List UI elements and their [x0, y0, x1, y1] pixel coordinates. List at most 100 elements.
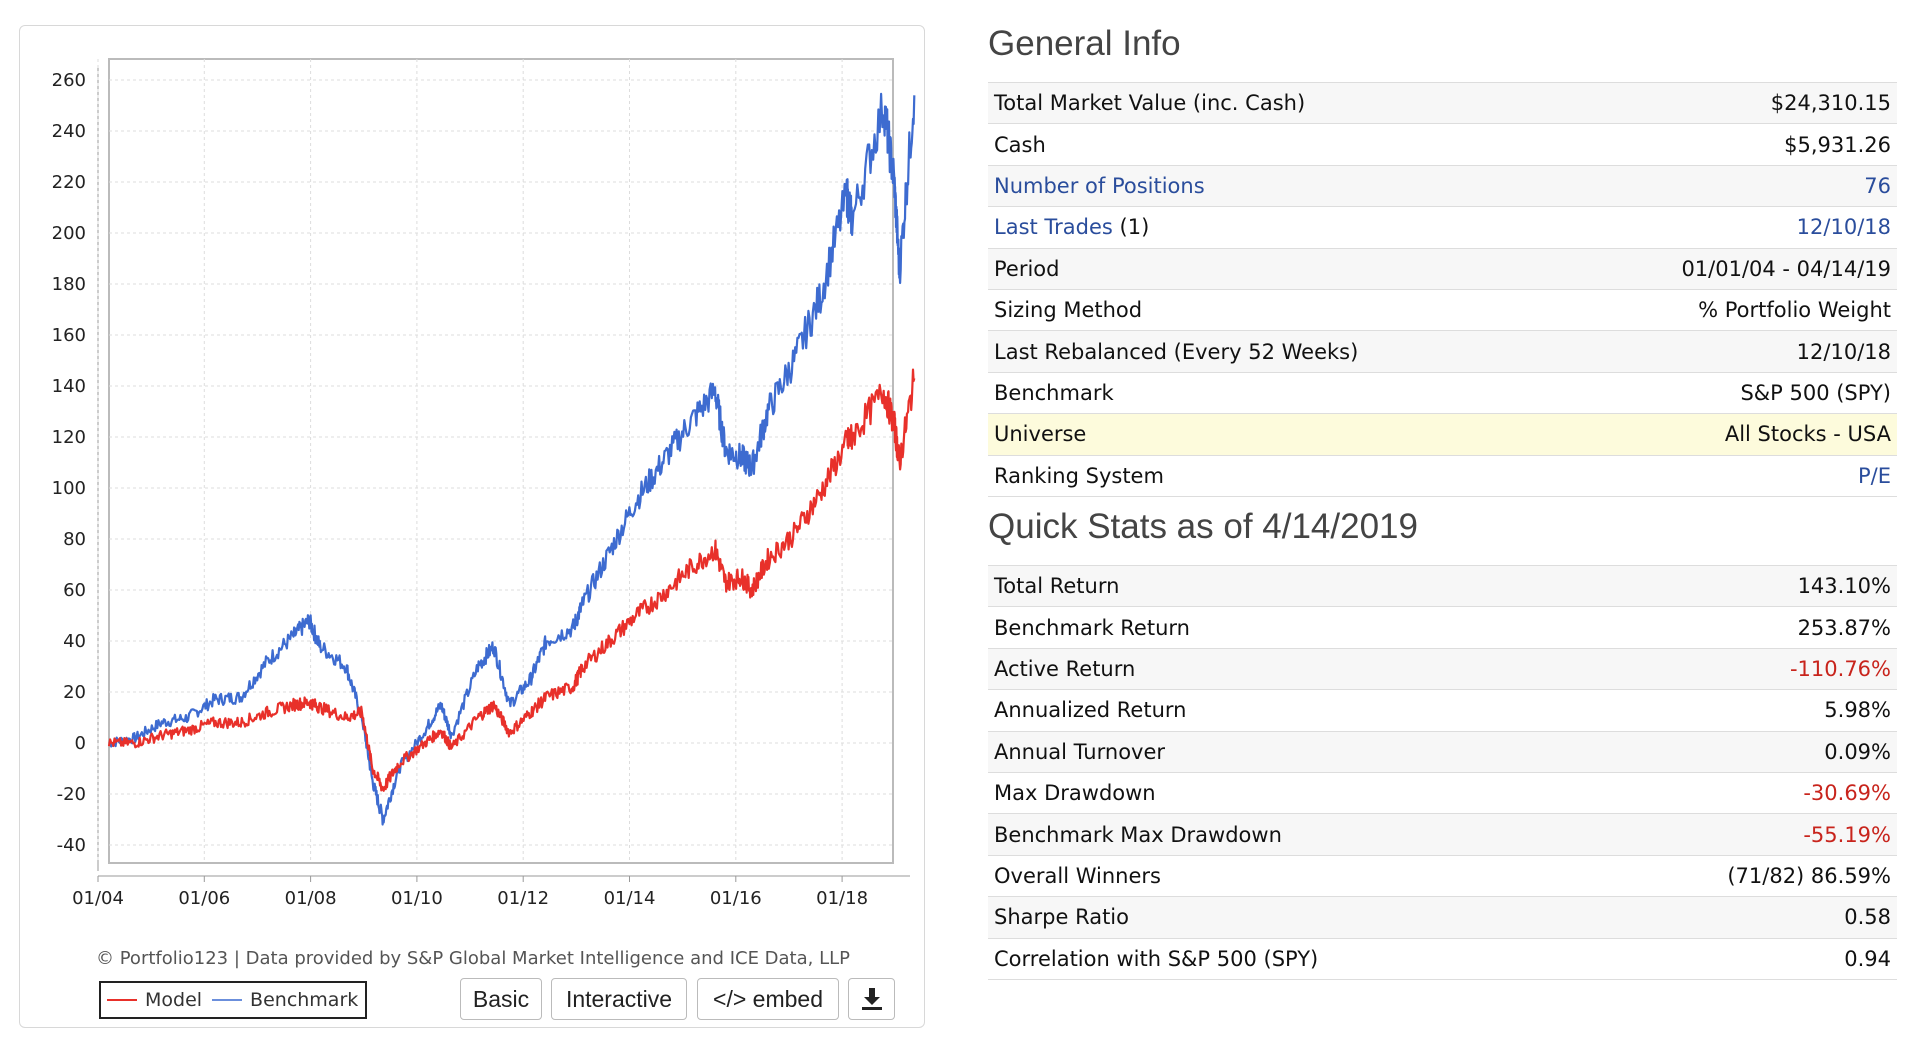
row-value[interactable]: 76 — [1560, 164, 1897, 208]
row-value: 0.58 — [1585, 896, 1897, 939]
row-label: Sharpe Ratio — [988, 896, 1586, 939]
table-row: Number of Positions 76 — [988, 164, 1897, 208]
table-row: Universe All Stocks - USA — [988, 413, 1897, 456]
row-label-suffix: (1) — [1112, 215, 1150, 240]
row-label-text: Cash — [994, 132, 1046, 157]
row-label: Benchmark Max Drawdown — [988, 813, 1586, 856]
row-label: Total Return — [988, 564, 1586, 608]
row-label: Universe — [988, 413, 1561, 456]
table-row: Sharpe Ratio 0.58 — [988, 896, 1897, 939]
table-row: Ranking System P/E — [988, 454, 1897, 497]
row-label: Max Drawdown — [988, 771, 1586, 815]
row-value[interactable]: 12/10/18 — [1560, 206, 1897, 249]
legend-benchmark-label: Benchmark — [250, 989, 359, 1011]
general-info-table: Total Market Value (inc. Cash) $24,310.15… — [988, 81, 1897, 497]
row-value: 5.98% — [1585, 689, 1897, 732]
table-row: Period 01/01/04 - 04/14/19 — [988, 247, 1897, 290]
row-value: S&P 500 (SPY) — [1560, 371, 1897, 415]
row-label-text: Last Rebalanced (Every 52 Weeks) — [994, 339, 1359, 364]
y-tick-label: 220 — [52, 172, 86, 193]
table-row: Max Drawdown -30.69% — [988, 771, 1897, 815]
row-value: 253.87% — [1585, 606, 1897, 649]
row-label-text: Max Drawdown — [994, 781, 1156, 806]
row-value: (71/82) 86.59% — [1585, 854, 1897, 898]
table-row: Active Return -110.76% — [988, 647, 1897, 691]
row-label[interactable]: Last Trades (1) — [988, 206, 1561, 249]
y-tick-label: 260 — [52, 70, 86, 91]
y-tick-label: 160 — [52, 325, 86, 346]
row-label: Period — [988, 247, 1561, 290]
row-label-text: Annual Turnover — [994, 739, 1166, 764]
row-value: $5,931.26 — [1560, 123, 1897, 166]
row-label: Total Market Value (inc. Cash) — [988, 81, 1561, 125]
row-label[interactable]: Number of Positions — [988, 164, 1561, 208]
row-label-text: Total Market Value (inc. Cash) — [994, 91, 1306, 116]
y-tick-label: -40 — [57, 835, 86, 856]
y-tick-label: 200 — [52, 223, 86, 244]
row-label-text: Sharpe Ratio — [994, 905, 1129, 930]
row-label: Benchmark Return — [988, 606, 1586, 649]
chart-panel: 260 240 220 200 180 160 140 120 100 80 60 40 20 0 -20-… — [19, 25, 925, 1028]
performance-chart: 260240220200180160140120100806040200-20-… — [52, 58, 916, 909]
row-label: Sizing Method — [988, 288, 1561, 332]
download-button[interactable] — [848, 978, 895, 1020]
quick-stats-table: Total Return 143.10% Benchmark Return 253.8… — [988, 564, 1897, 980]
table-row: Last Rebalanced (Every 52 Weeks) 12/10/18 — [988, 330, 1897, 373]
legend-benchmark: Benchmark — [212, 989, 358, 1011]
table-row: Annual Turnover 0.09% — [988, 730, 1897, 773]
x-tick-label: 01/10 — [391, 888, 443, 909]
row-label-text: Correlation with S&P 500 (SPY) — [994, 946, 1319, 971]
row-label-text: Annualized Return — [994, 698, 1187, 723]
embed-button[interactable]: </> embed — [697, 978, 839, 1020]
model-swatch — [107, 999, 137, 1001]
y-tick-label: 20 — [63, 682, 86, 703]
row-label-text: Benchmark Max Drawdown — [994, 822, 1282, 847]
row-label-text: Universe — [994, 422, 1087, 447]
y-tick-label: 0 — [75, 733, 86, 754]
row-label-text: Period — [994, 256, 1060, 281]
row-value[interactable]: P/E — [1560, 454, 1897, 497]
row-label: Active Return — [988, 647, 1586, 691]
row-value: 0.09% — [1585, 730, 1897, 773]
row-label-text: Active Return — [994, 656, 1136, 681]
x-tick-label: 01/12 — [497, 888, 549, 909]
y-tick-label: 40 — [63, 631, 86, 652]
row-label-text: Ranking System — [994, 463, 1164, 488]
row-value: 143.10% — [1585, 564, 1897, 608]
table-row: Benchmark Return 253.87% — [988, 606, 1897, 649]
series-line-model — [107, 368, 916, 792]
row-label: Correlation with S&P 500 (SPY) — [988, 937, 1586, 980]
row-label: Annual Turnover — [988, 730, 1586, 773]
x-tick-label: 01/18 — [816, 888, 868, 909]
basic-button[interactable]: Basic — [460, 978, 542, 1020]
interactive-button[interactable]: Interactive — [551, 978, 687, 1020]
row-value: -110.76% — [1585, 647, 1897, 691]
row-label: Annualized Return — [988, 689, 1586, 732]
row-value: % Portfolio Weight — [1560, 288, 1897, 332]
table-row: Total Return 143.10% — [988, 564, 1897, 608]
x-tick-label: 01/14 — [604, 888, 656, 909]
row-label-text: Benchmark — [994, 380, 1114, 405]
row-label-text[interactable]: Number of Positions — [994, 173, 1205, 198]
row-value: 0.94 — [1585, 937, 1897, 980]
y-tick-label: 100 — [52, 478, 86, 499]
general-info-title: General Info — [988, 24, 1181, 63]
row-value: -55.19% — [1585, 813, 1897, 856]
row-label-text: Sizing Method — [994, 298, 1143, 323]
y-tick-label: -20 — [57, 784, 86, 805]
table-row: Annualized Return 5.98% — [988, 689, 1897, 732]
table-row: Last Trades (1) 12/10/18 — [988, 206, 1897, 249]
table-row: Cash $5,931.26 — [988, 123, 1897, 166]
table-row: Benchmark S&P 500 (SPY) — [988, 371, 1897, 415]
plot-area — [108, 58, 894, 864]
y-tick-label: 240 — [52, 121, 86, 142]
table-row: Overall Winners (71/82) 86.59% — [988, 854, 1897, 898]
benchmark-swatch — [212, 999, 243, 1001]
row-label: Cash — [988, 123, 1561, 166]
y-tick-label: 180 — [52, 274, 86, 295]
legend-model: Model — [107, 989, 202, 1011]
row-label-text[interactable]: Last Trades — [994, 215, 1113, 240]
x-tick-label: 01/04 — [72, 888, 124, 909]
row-label-text: Total Return — [994, 574, 1120, 599]
quick-stats-title: Quick Stats as of 4/14/2019 — [988, 507, 1418, 546]
